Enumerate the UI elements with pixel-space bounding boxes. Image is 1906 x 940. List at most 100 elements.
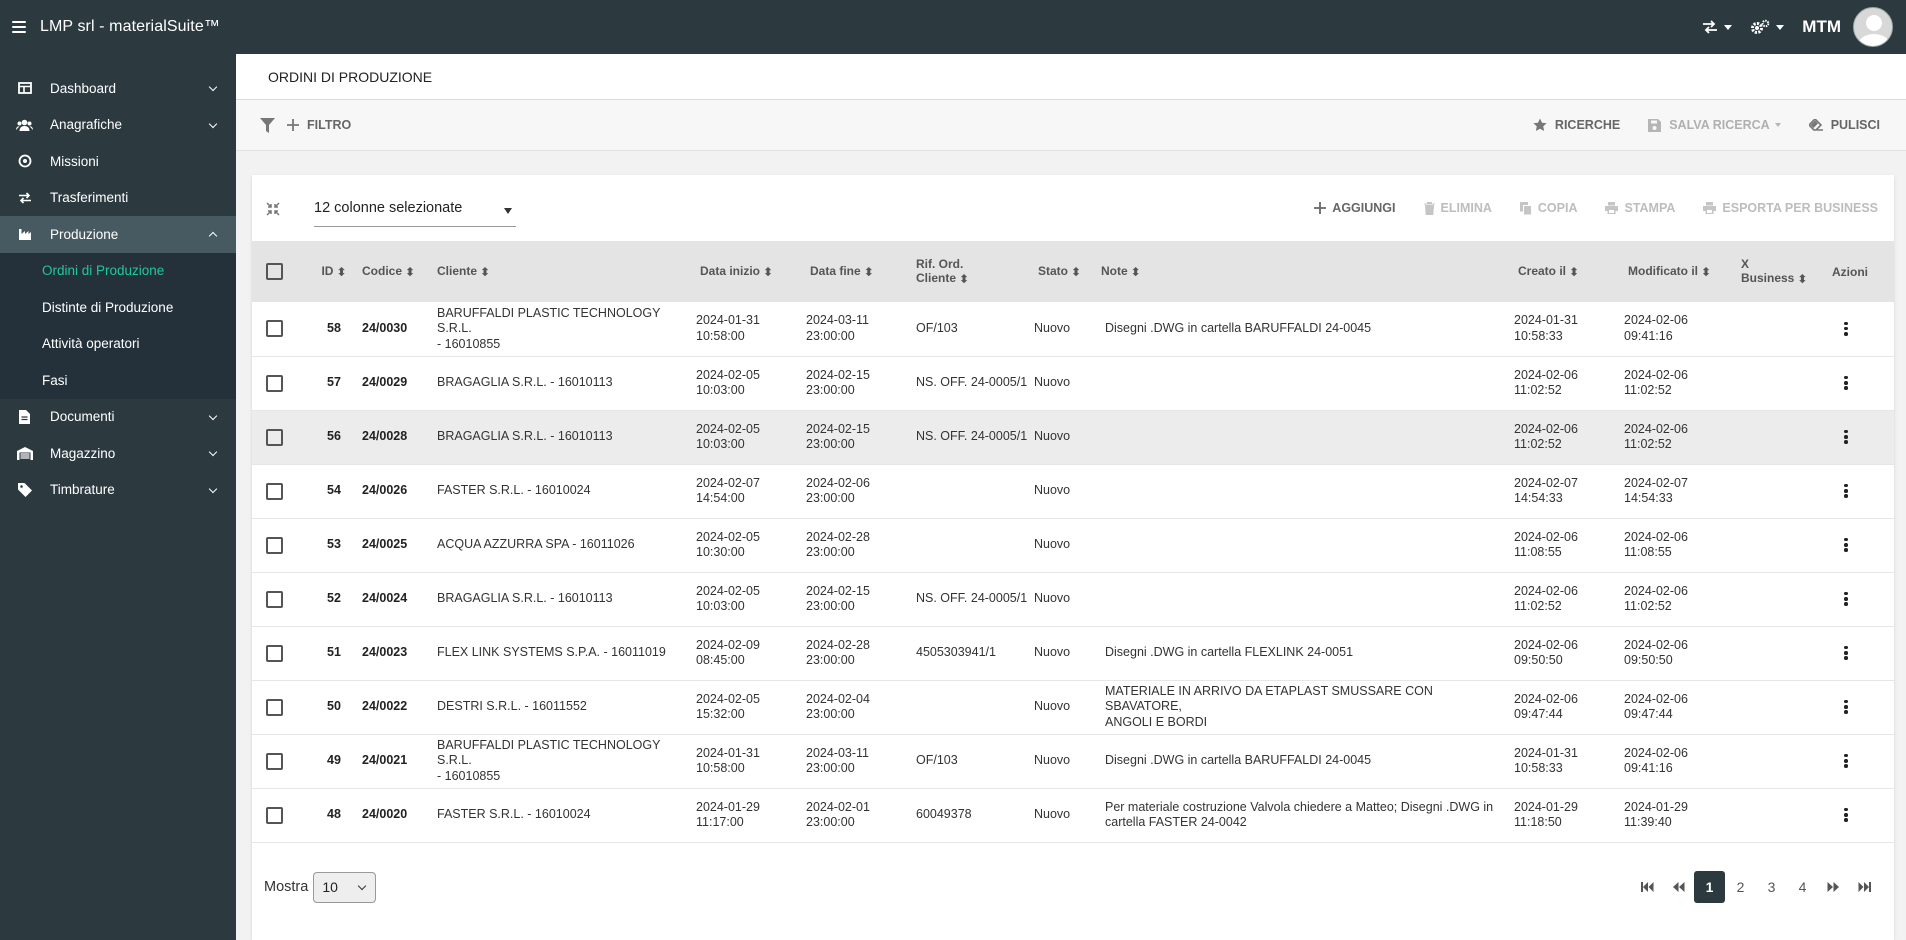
sidebar-subitem-attivita-operatori[interactable]: Attività operatori [42,336,140,352]
sidebar-item-missioni[interactable]: Missioni [0,143,236,180]
clear-button[interactable]: PULISCI [1808,118,1880,132]
row-checkbox[interactable] [266,644,283,662]
collapse-icon[interactable] [266,202,280,216]
page-button-1[interactable]: 1 [1694,871,1725,903]
sidebar-subitem-fasi[interactable]: Fasi [42,372,68,388]
dropdown-arrow-icon [504,208,512,214]
cell-client: FASTER S.R.L. - 16010024 [437,483,591,498]
cell-notes [1097,410,1510,464]
row-actions-icon[interactable] [1844,537,1848,552]
row-checkbox[interactable] [266,428,283,446]
print-button[interactable]: STAMPA [1605,201,1675,215]
sidebar-subitem-ordini-produzione[interactable]: Ordini di Produzione [42,263,165,279]
row-actions-icon[interactable] [1844,483,1848,498]
page-size-select[interactable]: 10 [313,871,377,903]
row-actions-icon[interactable] [1844,321,1848,336]
add-button[interactable]: AGGIUNGI [1314,201,1396,215]
first-page-button[interactable] [1632,871,1663,903]
table-row[interactable]: 54 24/0026 FASTER S.R.L. - 16010024 2024-02… [252,464,1894,518]
searches-button[interactable]: RICERCHE [1533,118,1620,132]
cell-code: 24/0025 [362,537,408,552]
header-data-inizio[interactable]: Data inizio ⬍ [700,264,774,279]
row-actions-icon[interactable] [1844,645,1848,660]
row-actions-icon[interactable] [1844,375,1848,390]
row-checkbox[interactable] [266,374,283,392]
sort-icon: ⬍ [480,264,491,279]
row-checkbox[interactable] [266,752,283,770]
user-name[interactable]: MTM [1802,17,1841,36]
table-row[interactable]: 49 24/0021 BARUFFALDI PLASTIC TECHNOLOGY S… [252,734,1894,788]
sidebar-item-produzione[interactable]: Produzione [0,216,236,253]
sidebar-item-documenti[interactable]: Documenti [0,399,236,436]
table-row[interactable]: 48 24/0020 FASTER S.R.L. - 16010024 2024-01… [252,788,1894,842]
row-checkbox[interactable] [266,320,283,338]
table-row[interactable]: 53 24/0025 ACQUA AZZURRA SPA - 16011026 202… [252,518,1894,572]
avatar[interactable] [1853,7,1893,47]
save-icon [1648,118,1662,132]
copy-button[interactable]: COPIA [1519,201,1577,215]
sidebar-item-timbrature[interactable]: Timbrature [0,472,236,509]
header-cliente[interactable]: Cliente ⬍ [437,264,491,279]
header-note[interactable]: Note ⬍ [1101,264,1141,279]
printer-icon [1703,202,1717,214]
header-rif-ord-cliente[interactable]: Rif. Ord. Cliente ⬍ [916,257,970,286]
header-creato-il[interactable]: Creato il ⬍ [1518,264,1580,279]
filter-button[interactable]: FILTRO [260,117,351,133]
save-search-label: SALVA RICERCA [1669,118,1770,132]
transfer-menu-button[interactable] [1702,20,1733,34]
menu-icon[interactable] [12,21,26,33]
cell-id: 58 [327,321,341,335]
next-page-button[interactable] [1818,871,1849,903]
row-checkbox[interactable] [266,536,283,554]
table-row[interactable]: 56 24/0028 BRAGAGLIA S.R.L. - 16010113 2024… [252,410,1894,464]
columns-select-value: 12 colonne selezionate [314,199,463,216]
cell-created: 2024-02-06 11:08:55 [1514,529,1578,560]
sidebar-item-trasferimenti[interactable]: Trasferimenti [0,180,236,217]
page-button-2[interactable]: 2 [1736,879,1745,895]
select-all-checkbox[interactable] [266,263,283,280]
header-codice[interactable]: Codice ⬍ [362,264,416,279]
page-title: ORDINI DI PRODUZIONE [268,68,433,85]
sort-icon: ⬍ [1130,264,1141,279]
table-row[interactable]: 51 24/0023 FLEX LINK SYSTEMS S.P.A. - 1601… [252,626,1894,680]
cell-created: 2024-02-06 09:50:50 [1514,637,1578,668]
save-search-button[interactable]: SALVA RICERCA [1648,118,1781,132]
page-button-4[interactable]: 4 [1798,879,1807,895]
table-row[interactable]: 50 24/0022 DESTRI S.R.L. - 16011552 2024-02… [252,680,1894,734]
row-checkbox[interactable] [266,482,283,500]
prev-page-button[interactable] [1663,871,1694,903]
row-checkbox[interactable] [266,590,283,608]
header-stato[interactable]: Stato ⬍ [1038,264,1082,279]
header-x-business[interactable]: X Business ⬍ [1741,257,1808,286]
sidebar-item-anagrafiche[interactable]: Anagrafiche [0,107,236,144]
columns-select[interactable]: 12 colonne selezionate [314,189,516,227]
row-actions-icon[interactable] [1844,429,1848,444]
row-actions-icon[interactable] [1844,807,1848,822]
last-page-icon [1858,882,1871,892]
row-actions-icon[interactable] [1844,753,1848,768]
row-checkbox[interactable] [266,806,283,824]
copy-icon [1519,201,1532,215]
settings-menu-button[interactable] [1750,19,1785,35]
chevron-down-icon [208,484,218,493]
sidebar-subitem-distinte-produzione[interactable]: Distinte di Produzione [42,299,174,315]
table-row[interactable]: 57 24/0029 BRAGAGLIA S.R.L. - 16010113 2024… [252,356,1894,410]
delete-button[interactable]: ELIMINA [1423,201,1492,215]
header-id[interactable]: ID ⬍ [321,264,347,279]
page-button-3[interactable]: 3 [1767,879,1776,895]
cell-id: 52 [327,591,341,606]
sidebar-item-dashboard[interactable]: Dashboard [0,70,236,107]
cell-modified: 2024-01-29 11:39:40 [1624,799,1688,830]
row-checkbox[interactable] [266,698,283,716]
table-row[interactable]: 58 24/0030 BARUFFALDI PLASTIC TECHNOLOGY S… [252,302,1894,356]
header-data-fine[interactable]: Data fine ⬍ [810,264,874,279]
chevron-up-icon [208,231,218,241]
cell-start: 2024-01-31 10:58:00 [696,313,760,343]
header-modificato-il[interactable]: Modificato il ⬍ [1628,264,1712,279]
last-page-button[interactable] [1849,871,1880,903]
row-actions-icon[interactable] [1844,699,1848,714]
table-row[interactable]: 52 24/0024 BRAGAGLIA S.R.L. - 16010113 2024… [252,572,1894,626]
sidebar-item-magazzino[interactable]: Magazzino [0,435,236,472]
export-business-button[interactable]: ESPORTA PER BUSINESS [1703,201,1878,215]
row-actions-icon[interactable] [1844,591,1848,606]
